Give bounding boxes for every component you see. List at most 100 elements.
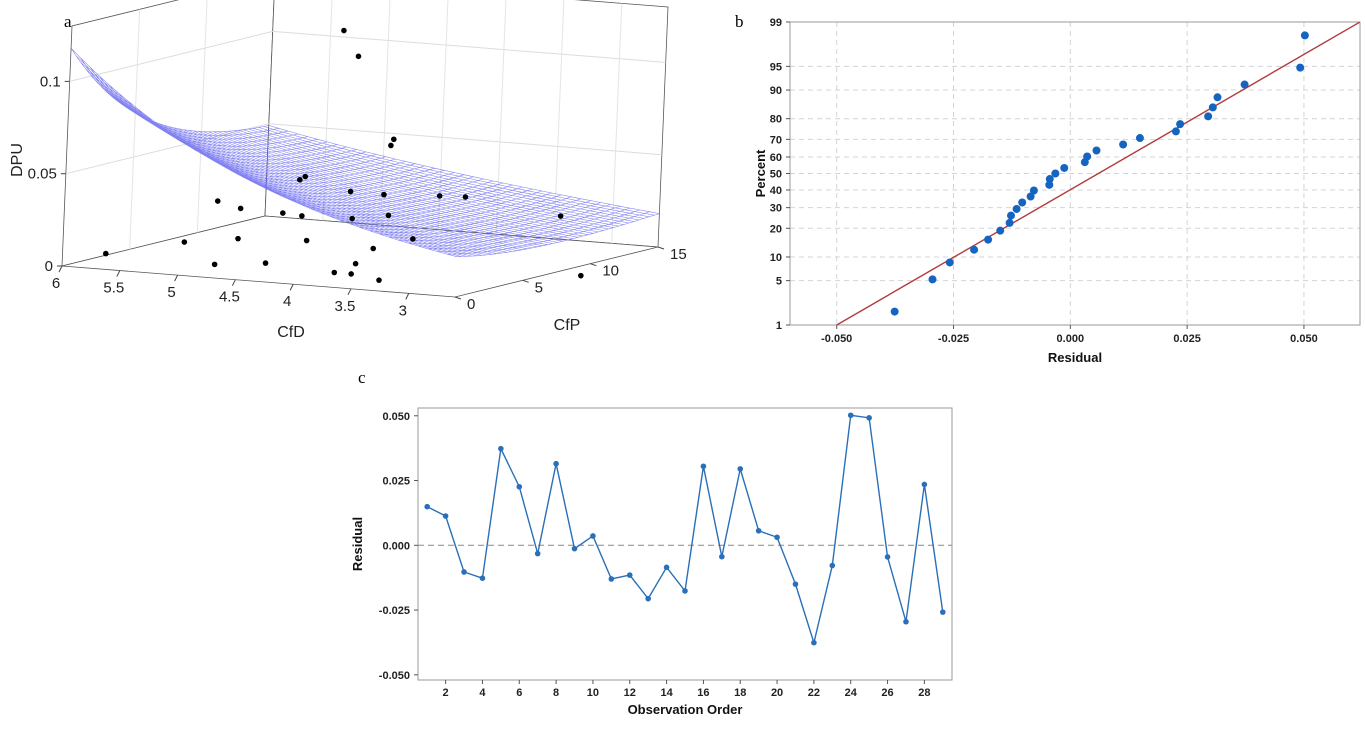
y-tick-label: 0.050 — [382, 411, 410, 423]
y-tick-label: 40 — [770, 185, 782, 197]
data-point — [1171, 127, 1180, 136]
data-point — [1012, 204, 1021, 213]
data-point — [928, 275, 937, 284]
x-tick-label: 8 — [553, 687, 559, 699]
z-tick-label: 0.05 — [28, 166, 57, 183]
normal-probability-plot: 1 5 10 20 30 40 50 60 70 80 90 95 99 -0.050 -0.025 0.00… — [753, 17, 1361, 365]
data-point — [1006, 211, 1015, 220]
y-tick-label: 0.025 — [382, 476, 410, 488]
data-point — [996, 226, 1005, 235]
y-tick-label: 50 — [770, 169, 782, 181]
data-point — [1083, 152, 1092, 161]
data-point — [719, 553, 725, 560]
tick-mark-x — [231, 279, 236, 286]
residual-line — [426, 414, 944, 646]
data-point — [1026, 192, 1035, 201]
x-tick-label: 14 — [660, 687, 673, 699]
x-tick-label: -0.025 — [938, 333, 969, 345]
y-tick-label: 30 — [770, 203, 782, 215]
x-tick-label: 4 — [283, 293, 291, 310]
x-tick-label: 6 — [52, 275, 60, 292]
data-point — [1018, 198, 1027, 207]
data-point — [410, 236, 416, 242]
x-tick-label: 20 — [771, 687, 783, 699]
data-point — [376, 277, 382, 283]
data-point — [385, 212, 392, 219]
data-point — [557, 213, 564, 219]
data-point — [1296, 63, 1305, 72]
tick-mark-x — [347, 288, 352, 296]
data-point — [211, 261, 218, 268]
data-point — [608, 576, 615, 582]
data-point — [847, 412, 854, 419]
tick-mark-y — [657, 246, 665, 250]
y-tick-label: 0.000 — [382, 540, 410, 552]
y-tick-label: 95 — [770, 61, 782, 73]
x-tick-label: 10 — [587, 687, 599, 699]
data-point — [479, 575, 486, 581]
y-tick-label: 10 — [770, 252, 782, 264]
x-tick-label: 3.5 — [335, 298, 356, 315]
tick-mark-x — [289, 284, 294, 291]
data-point — [391, 136, 397, 143]
surface-3d-chart: 0 0.05 0.1 6 5.5 5 4.5 4 3.5 3 0 5 10 15 DPU CfD CfP — [9, 0, 687, 341]
data-point — [1300, 31, 1309, 40]
data-point — [388, 142, 394, 149]
y-axis-label: CfP — [554, 317, 581, 334]
data-point — [297, 176, 303, 183]
data-point — [1092, 146, 1101, 155]
x-tick-label: 26 — [881, 687, 893, 699]
tick-mark-x — [405, 293, 410, 300]
data-point — [792, 581, 799, 587]
wall-gridline — [196, 0, 208, 233]
y-tick-label: 90 — [770, 85, 782, 97]
tick-mark-y — [454, 296, 462, 300]
data-point — [331, 269, 338, 276]
x-tick-label: 5 — [167, 284, 175, 301]
data-point — [626, 572, 633, 578]
x-tick-label: 18 — [734, 687, 746, 699]
data-point — [462, 194, 469, 200]
data-point — [237, 205, 244, 212]
tick-mark-x — [116, 270, 121, 277]
data-point — [262, 260, 269, 266]
data-point — [737, 466, 744, 472]
wall-gridline — [380, 0, 391, 226]
z-tick-label: 0.1 — [40, 73, 61, 90]
data-point — [553, 460, 559, 467]
data-point — [700, 463, 707, 470]
x-axis-label: Observation Order — [628, 702, 743, 717]
x-tick-label: 5.5 — [103, 280, 124, 297]
data-point — [534, 550, 541, 557]
x-tick-label: 0.000 — [1057, 333, 1085, 345]
x-tick-label: 28 — [918, 687, 930, 699]
y-tick-label: -0.050 — [379, 670, 410, 682]
data-point — [829, 562, 836, 569]
wall-gridline — [129, 9, 141, 250]
wall-gridline — [437, 0, 449, 230]
data-point — [103, 250, 109, 257]
y-tick-label: 80 — [770, 114, 782, 126]
data-point — [341, 27, 347, 34]
y-tick-label: 60 — [770, 152, 782, 164]
x-tick-label: 0.025 — [1173, 333, 1201, 345]
tick-mark-y — [522, 279, 529, 283]
data-point — [303, 237, 310, 244]
x-tick-label: 6 — [516, 687, 522, 699]
x-tick-label: 4.5 — [219, 289, 240, 306]
data-point — [1051, 169, 1060, 178]
data-point — [424, 503, 431, 510]
data-point — [1029, 186, 1038, 195]
data-point — [890, 307, 899, 316]
data-point — [235, 235, 241, 242]
data-point — [347, 188, 354, 195]
x-axis-label: CfD — [277, 324, 305, 341]
data-point — [442, 513, 449, 519]
data-point — [1005, 218, 1014, 227]
x-tick-label: 22 — [808, 687, 820, 699]
data-point — [461, 569, 467, 575]
data-point — [590, 533, 596, 539]
y-axis-label: Residual — [350, 517, 365, 571]
data-point — [1135, 134, 1144, 143]
data-point — [984, 235, 993, 244]
